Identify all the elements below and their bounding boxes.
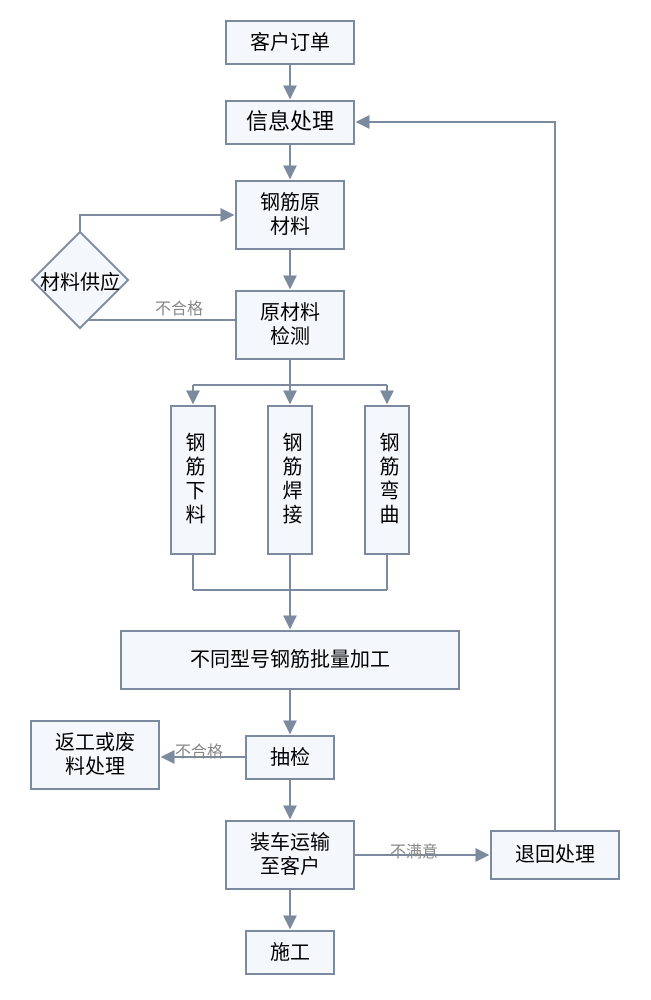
node-construct: 施工 — [245, 930, 335, 975]
node-label: 钢筋原 材料 — [260, 191, 320, 239]
edge-label-fail2: 不合格 — [175, 738, 223, 762]
node-label: 钢筋焊接 — [278, 432, 302, 528]
node-cut: 钢筋下料 — [170, 405, 216, 555]
node-label: 钢筋弯曲 — [375, 432, 399, 528]
node-supply: 材料供应 — [20, 250, 140, 310]
node-bend: 钢筋弯曲 — [364, 405, 410, 555]
node-batch: 不同型号钢筋批量加工 — [120, 630, 460, 690]
label-text: 不合格 — [155, 301, 203, 318]
node-label: 装车运输 至客户 — [250, 831, 330, 879]
node-label: 施工 — [270, 941, 310, 965]
node-label: 抽检 — [270, 746, 310, 770]
node-sample: 抽检 — [245, 735, 335, 780]
node-label: 钢筋下料 — [181, 432, 205, 528]
node-label: 退回处理 — [515, 843, 595, 867]
node-label: 材料供应 — [40, 266, 120, 295]
node-rework: 返工或废 料处理 — [30, 720, 160, 790]
node-label: 信息处理 — [246, 109, 334, 135]
node-ship: 装车运输 至客户 — [225, 820, 355, 890]
node-return: 退回处理 — [490, 830, 620, 880]
node-label: 不同型号钢筋批量加工 — [190, 648, 390, 672]
label-text: 不满意 — [390, 844, 438, 861]
edge-label-fail1: 不合格 — [155, 295, 203, 319]
node-material: 钢筋原 材料 — [235, 180, 345, 250]
node-order: 客户订单 — [225, 20, 355, 65]
node-label: 客户订单 — [250, 31, 330, 55]
node-label: 原材料 检测 — [260, 301, 320, 349]
label-text: 不合格 — [175, 744, 223, 761]
node-label: 返工或废 料处理 — [55, 731, 135, 779]
node-info: 信息处理 — [225, 100, 355, 145]
node-inspect: 原材料 检测 — [235, 290, 345, 360]
edge-label-unsat: 不满意 — [390, 838, 438, 862]
flowchart-canvas: 客户订单 信息处理 钢筋原 材料 材料供应 原材料 检测 钢筋下料 钢筋焊接 钢… — [0, 0, 651, 1000]
node-weld: 钢筋焊接 — [267, 405, 313, 555]
